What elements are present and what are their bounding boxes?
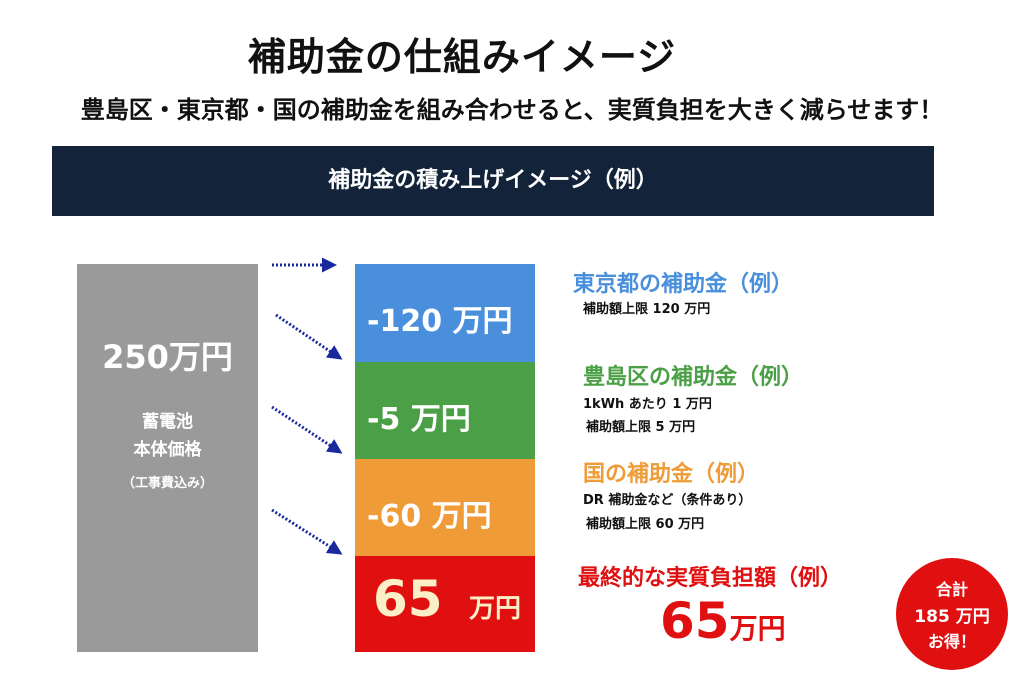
battery-price-total: 250万円 xyxy=(102,338,233,376)
battery-price-block: 250万円 蓄電池 本体価格 （工事費込み） xyxy=(77,264,258,652)
label-tokyo-heading: 東京都の補助金（例） xyxy=(573,272,794,297)
battery-price-note: （工事費込み） xyxy=(121,476,213,491)
label-kuni-line1: DR 補助金など（条件あり） xyxy=(583,493,752,508)
segment-tokyo: -120 万円 xyxy=(355,264,535,362)
battery-price-label-line1: 蓄電池 xyxy=(142,412,193,432)
segment-final: 65 万円 xyxy=(355,556,535,652)
segment-toshima: -5 万円 xyxy=(355,362,535,460)
battery-price-label: 蓄電池 本体価格 xyxy=(77,408,258,464)
label-kuni-heading: 国の補助金（例） xyxy=(583,462,760,487)
savings-badge: 合計 185 万円 お得！ xyxy=(896,558,1008,670)
segment-final-unit: 万円 xyxy=(469,594,522,624)
page-subtitle: 豊島区・東京都・国の補助金を組み合わせると、実質負担を大きく減らせます！ xyxy=(80,96,944,124)
page-title: 補助金の仕組みイメージ xyxy=(247,35,677,79)
final-amount: 65万円 xyxy=(660,592,786,650)
label-final-heading: 最終的な実質負担額（例） xyxy=(578,566,843,591)
segment-kuni-text: -60 万円 xyxy=(367,499,492,534)
segment-toshima-text: -5 万円 xyxy=(367,402,471,437)
arrow-to-toshima xyxy=(275,313,343,360)
savings-badge-line3: お得！ xyxy=(927,632,976,651)
savings-badge-line2: 185 万円 xyxy=(914,607,990,627)
arrow-to-final xyxy=(271,508,343,555)
savings-badge-line1: 合計 xyxy=(935,580,968,599)
banner-text: 補助金の積み上げイメージ（例） xyxy=(328,168,658,193)
final-amount-unit: 万円 xyxy=(729,612,786,645)
label-kuni-line2: 補助額上限 60 万円 xyxy=(586,517,705,532)
label-tokyo-line1: 補助額上限 120 万円 xyxy=(583,302,711,317)
label-toshima-heading: 豊島区の補助金（例） xyxy=(583,365,804,390)
segment-kuni: -60 万円 xyxy=(355,459,535,557)
final-amount-value: 65 xyxy=(660,592,730,650)
arrow-to-kuni xyxy=(271,405,343,454)
segment-tokyo-text: -120 万円 xyxy=(367,304,513,339)
segment-final-value: 65 xyxy=(373,570,443,628)
section-banner: 補助金の積み上げイメージ（例） xyxy=(52,146,934,216)
label-toshima-line2: 補助額上限 5 万円 xyxy=(586,420,696,435)
battery-price-label-line2: 本体価格 xyxy=(133,440,202,460)
label-toshima-line1: 1kWh あたり 1 万円 xyxy=(583,397,712,412)
